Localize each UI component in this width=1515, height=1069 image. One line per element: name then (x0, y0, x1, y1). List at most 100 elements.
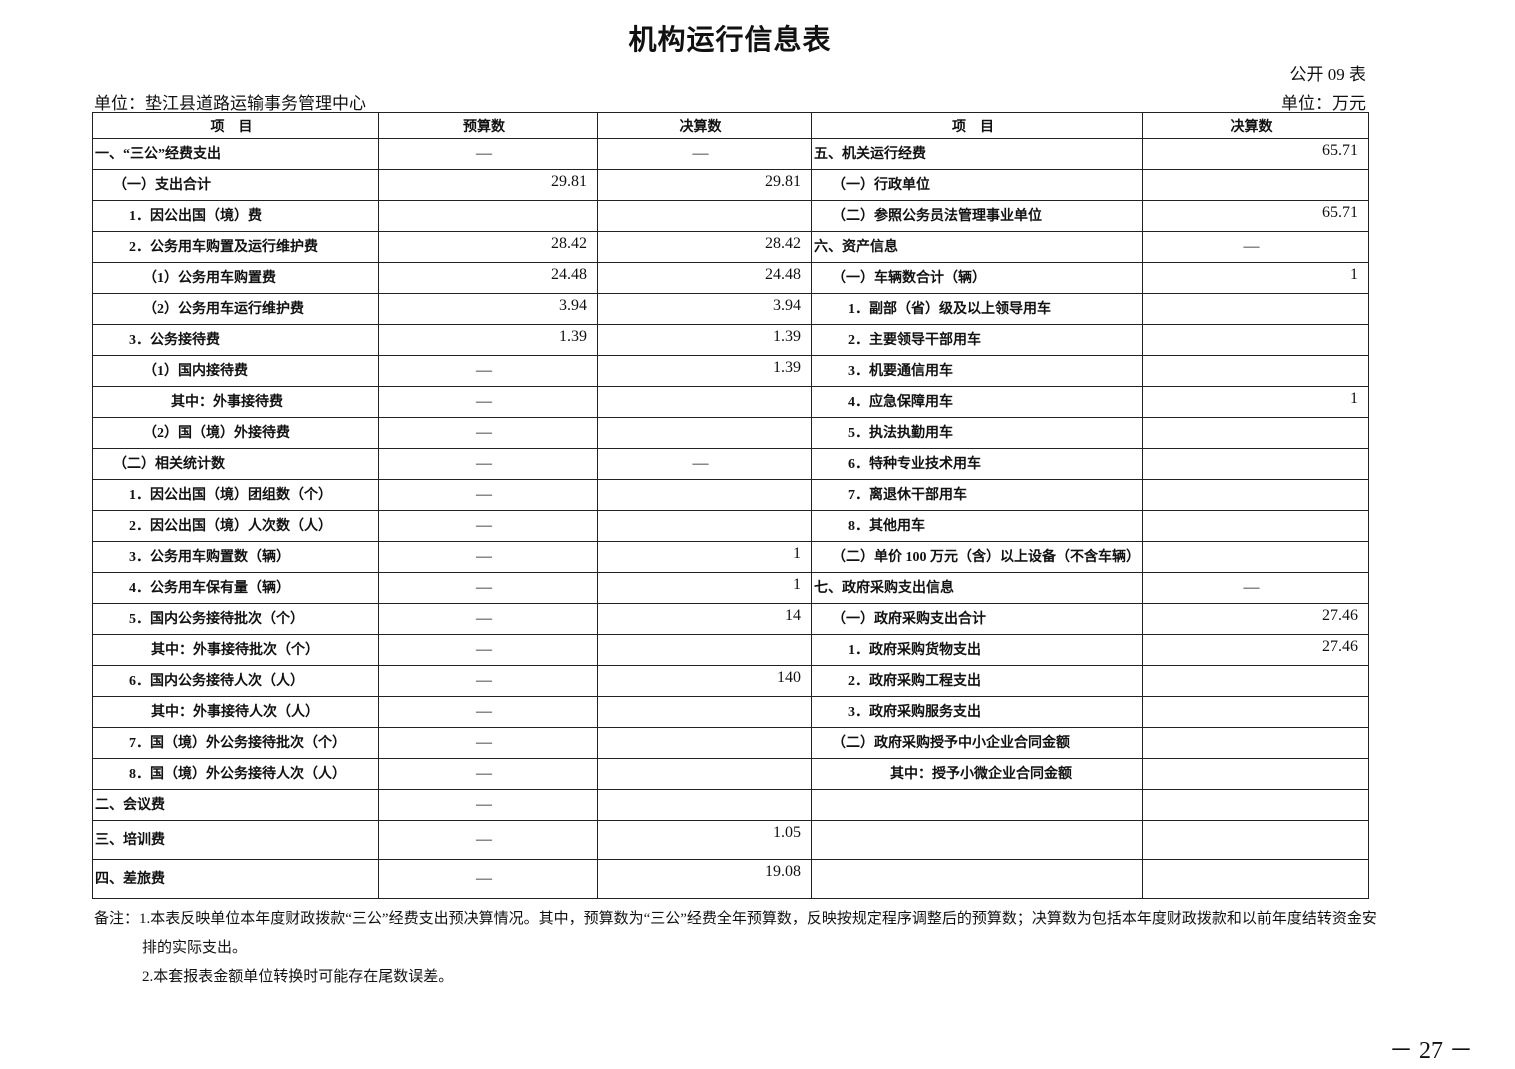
final-value-right (1142, 324, 1369, 356)
item-label: 2．公务用车购置及运行维护费 (92, 231, 379, 263)
item-label-right: 6．特种专业技术用车 (811, 448, 1143, 480)
item-label: 2．因公出国（境）人次数（人） (92, 510, 379, 542)
budget-value: — (378, 820, 598, 860)
item-label-right: 7．离退休干部用车 (811, 479, 1143, 511)
item-label-right (811, 789, 1143, 821)
note-2: 2.本套报表金额单位转换时可能存在尾数误差。 (142, 969, 454, 985)
item-label: 1．因公出国（境）团组数（个） (92, 479, 379, 511)
item-label: 二、会议费 (92, 789, 379, 821)
table-row: 7．国（境）外公务接待批次（个） — （二）政府采购授予中小企业合同金额 (92, 727, 1369, 759)
budget-value: — (378, 386, 598, 418)
final-value (597, 727, 812, 759)
header-final: 决算数 (597, 112, 812, 139)
final-value: 1.39 (597, 324, 812, 356)
notes: 备注：1.本表反映单位本年度财政拨款“三公”经费支出预决算情况。其中，预算数为“… (94, 905, 1484, 992)
item-label: （2）国（境）外接待费 (92, 417, 379, 449)
page-number: － 27 － (1389, 1038, 1473, 1064)
budget-value: — (378, 448, 598, 480)
final-value-right: 1 (1142, 262, 1369, 294)
final-value: 29.81 (597, 169, 812, 201)
item-label-right: 七、政府采购支出信息 (811, 572, 1143, 604)
item-label-right (811, 820, 1143, 860)
item-label-right: 其中：授予小微企业合同金额 (811, 758, 1143, 790)
table-row: （1）公务用车购置费 24.48 24.48 （一）车辆数合计（辆） 1 (92, 262, 1369, 294)
item-label: 3．公务接待费 (92, 324, 379, 356)
budget-value: — (378, 603, 598, 635)
final-value-right (1142, 448, 1369, 480)
final-value (597, 417, 812, 449)
final-value-right: 1 (1142, 386, 1369, 418)
page-title: 机构运行信息表 (628, 25, 832, 56)
final-value: 1.39 (597, 355, 812, 387)
final-value-right: — (1142, 572, 1369, 604)
final-value (597, 386, 812, 418)
item-label: 3．公务用车购置数（辆） (92, 541, 379, 573)
item-label: 一、“三公”经费支出 (92, 138, 379, 170)
item-label-right: 3．机要通信用车 (811, 355, 1143, 387)
table-row: 8．国（境）外公务接待人次（人） — 其中：授予小微企业合同金额 (92, 758, 1369, 790)
final-value (597, 200, 812, 232)
budget-value: 28.42 (378, 231, 598, 263)
table-row: （1）国内接待费 —1.39 3．机要通信用车 (92, 355, 1369, 387)
final-value-right: 65.71 (1142, 200, 1369, 232)
item-label-right: 4．应急保障用车 (811, 386, 1143, 418)
final-value-right (1142, 479, 1369, 511)
table-row: 6．国内公务接待人次（人） —140 2．政府采购工程支出 (92, 665, 1369, 697)
final-value-right: 27.46 (1142, 634, 1369, 666)
budget-value: — (378, 572, 598, 604)
budget-value: — (378, 355, 598, 387)
table-row: 其中：外事接待批次（个） — 1．政府采购货物支出 27.46 (92, 634, 1369, 666)
table-row: 四、差旅费 —19.08 (92, 859, 1369, 899)
final-value-right: 27.46 (1142, 603, 1369, 635)
item-label-right: 1．政府采购货物支出 (811, 634, 1143, 666)
table-row: （二）相关统计数 — —6．特种专业技术用车 (92, 448, 1369, 480)
budget-value: 3.94 (378, 293, 598, 325)
budget-value: — (378, 859, 598, 899)
budget-value: — (378, 727, 598, 759)
note-1: 备注：1.本表反映单位本年度财政拨款“三公”经费支出预决算情况。其中，预算数为“… (94, 911, 1377, 927)
item-label-right: 2．政府采购工程支出 (811, 665, 1143, 697)
item-label: 四、差旅费 (92, 859, 379, 899)
table-row: （2）国（境）外接待费 — 5．执法执勤用车 (92, 417, 1369, 449)
final-value (597, 758, 812, 790)
final-value-right (1142, 417, 1369, 449)
budget-value (378, 200, 598, 232)
header-item: 项 目 (92, 112, 379, 139)
table-row: （一）支出合计 29.81 29.81 （一）行政单位 (92, 169, 1369, 201)
item-label: 7．国（境）外公务接待批次（个） (92, 727, 379, 759)
final-value (597, 510, 812, 542)
final-value-right (1142, 293, 1369, 325)
item-label-right: （二）政府采购授予中小企业合同金额 (811, 727, 1143, 759)
item-label: 4．公务用车保有量（辆） (92, 572, 379, 604)
table-row: （2）公务用车运行维护费 3.94 3.94 1．副部（省）级及以上领导用车 (92, 293, 1369, 325)
item-label-right: 2．主要领导干部用车 (811, 324, 1143, 356)
final-value-right (1142, 355, 1369, 387)
final-value-right (1142, 510, 1369, 542)
final-value (597, 696, 812, 728)
final-value-right (1142, 541, 1369, 573)
final-value: 19.08 (597, 859, 812, 899)
final-value-right (1142, 820, 1369, 860)
final-value: 140 (597, 665, 812, 697)
form-number: 公开 09 表 (1289, 65, 1367, 84)
item-label-right: 8．其他用车 (811, 510, 1143, 542)
content-flow: 项 目 预算数 决算数 项 目 决算数 一、“三公”经费支出 — — 五、机关运行经费… (92, 112, 1492, 992)
header-budget: 预算数 (378, 112, 598, 139)
table-row: 3．公务接待费 1.39 1.39 2．主要领导干部用车 (92, 324, 1369, 356)
final-value: 1 (597, 541, 812, 573)
budget-value: — (378, 417, 598, 449)
final-value-right (1142, 859, 1369, 899)
table-row: 1．因公出国（境）费 （二）参照公务员法管理事业单位 65.71 (92, 200, 1369, 232)
table-row: 其中：外事接待人次（人） — 3．政府采购服务支出 (92, 696, 1369, 728)
final-value: 1 (597, 572, 812, 604)
table-row: 4．公务用车保有量（辆） —1 七、政府采购支出信息 — (92, 572, 1369, 604)
budget-value: — (378, 479, 598, 511)
item-label-right (811, 859, 1143, 899)
final-value-right (1142, 665, 1369, 697)
final-value-right: 65.71 (1142, 138, 1369, 170)
item-label-right: （二）参照公务员法管理事业单位 (811, 200, 1143, 232)
item-label: （2）公务用车运行维护费 (92, 293, 379, 325)
final-value: 28.42 (597, 231, 812, 263)
table-row: 2．公务用车购置及运行维护费 28.42 28.42 六、资产信息 — (92, 231, 1369, 263)
item-label: （1）国内接待费 (92, 355, 379, 387)
